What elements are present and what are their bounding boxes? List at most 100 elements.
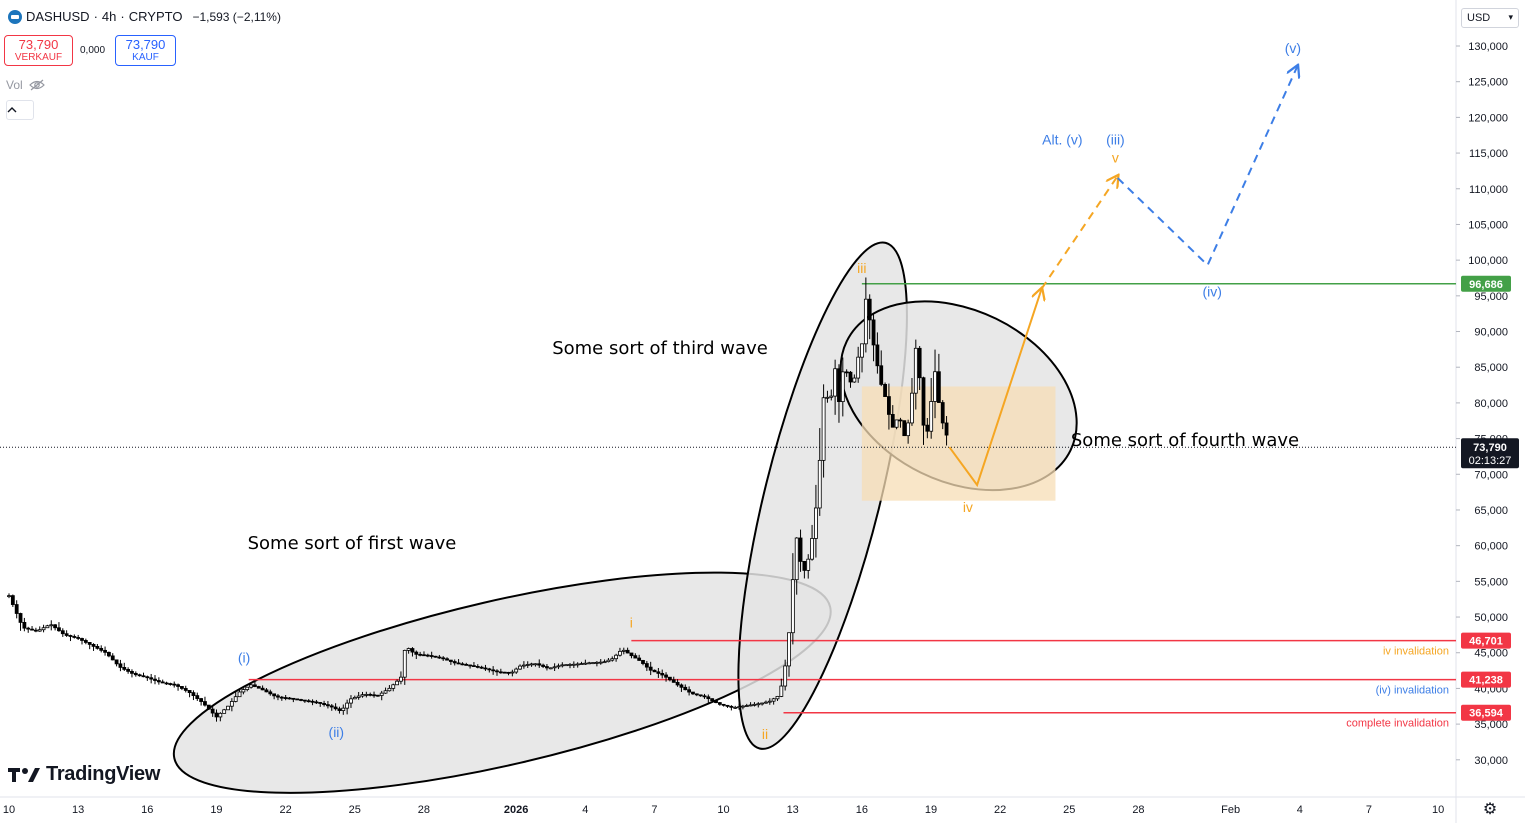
tradingview-logo[interactable]: TradingView: [8, 763, 160, 786]
chevron-up-icon: [7, 107, 17, 113]
candle-body: [287, 697, 292, 700]
x-tick-label: 28: [418, 804, 430, 816]
candle-body: [468, 664, 472, 667]
sell-button[interactable]: 73,790 VERKAUF: [4, 35, 73, 66]
level-price-label: 46,701: [1469, 636, 1503, 648]
level-price-tag: [1461, 632, 1511, 649]
candle-body: [345, 702, 350, 709]
exchange: CRYPTO: [128, 9, 183, 24]
y-tick-label: 55,000: [1474, 576, 1508, 588]
candle-body: [141, 675, 146, 678]
chart-settings-gear-icon[interactable]: ⚙: [1482, 801, 1498, 818]
candle-body: [256, 686, 261, 689]
candle-body: [226, 705, 230, 711]
candle-body: [83, 640, 88, 643]
candle-body: [706, 696, 711, 700]
x-tick-label: 13: [72, 804, 84, 816]
candle-body: [95, 645, 100, 649]
candle-body: [379, 692, 384, 696]
candle-body: [279, 696, 284, 699]
candle-body: [871, 319, 876, 346]
candle-body: [867, 298, 872, 321]
candle-body: [633, 655, 638, 659]
x-tick-label: 4: [1297, 804, 1303, 816]
candle-body: [241, 689, 246, 693]
candle-body: [837, 368, 841, 403]
candle-body: [910, 392, 914, 424]
candle-body: [556, 665, 561, 668]
candle-body: [790, 579, 795, 634]
x-tick-label: 28: [1132, 804, 1144, 816]
candle-body: [425, 654, 430, 657]
candle-body: [302, 699, 307, 702]
volume-indicator[interactable]: Vol: [6, 78, 45, 92]
candle-body: [30, 628, 34, 631]
y-tick-label: 130,000: [1468, 41, 1508, 53]
candle-body: [164, 682, 169, 685]
candle-body: [245, 686, 250, 690]
wave-label: Alt. (v): [1042, 132, 1082, 148]
y-tick-label: 125,000: [1468, 77, 1508, 89]
candle-body: [295, 698, 300, 701]
candle-body: [779, 685, 784, 697]
candle-body: [318, 702, 323, 704]
eye-hidden-icon[interactable]: [28, 79, 45, 91]
candle-body: [510, 671, 515, 674]
candle-body: [671, 679, 676, 683]
buy-button[interactable]: 73,790 KAUF: [115, 35, 176, 66]
candle-body: [314, 701, 319, 704]
candle-body: [579, 663, 584, 665]
interval[interactable]: 4h: [101, 9, 117, 24]
candle-body: [902, 420, 907, 437]
candle-body: [107, 651, 111, 657]
price-change: −1,593 (−2,11%): [192, 9, 281, 24]
y-tick-label: 120,000: [1468, 112, 1508, 124]
candle-body: [80, 638, 84, 641]
candle-body: [199, 698, 204, 702]
currency-selector[interactable]: USD ▾: [1461, 8, 1519, 28]
candle-body: [771, 698, 776, 702]
candle-body: [537, 663, 542, 666]
candle-body: [68, 635, 73, 637]
candle-body: [933, 371, 937, 402]
x-tick-label: 7: [1366, 804, 1372, 816]
candle-body: [210, 708, 215, 714]
candle-body: [149, 677, 154, 680]
symbol-name[interactable]: DASHUSD: [26, 9, 90, 24]
candle-body: [237, 691, 242, 698]
candle-body: [99, 647, 104, 651]
candle-body: [656, 671, 661, 674]
candle-body: [91, 644, 96, 647]
wave-label: (iv): [1202, 284, 1221, 300]
candle-body: [664, 674, 668, 678]
currency-label: USD: [1467, 12, 1491, 24]
y-tick-label: 60,000: [1474, 541, 1508, 553]
candles: [7, 277, 949, 722]
candle-body: [479, 666, 484, 669]
candle-body: [794, 537, 799, 581]
candle-body: [76, 637, 81, 639]
collapse-legend-button[interactable]: [6, 100, 34, 120]
fourth-wave-zone: [861, 386, 1056, 501]
candle-body: [326, 704, 330, 707]
candle-body: [675, 681, 680, 686]
candle-body: [253, 684, 257, 687]
candle-body: [883, 384, 887, 397]
x-tick-label: 10: [717, 804, 729, 816]
candle-body: [229, 701, 234, 707]
candle-body: [268, 691, 273, 695]
candle-body: [341, 707, 346, 711]
level-note: complete invalidation: [1346, 718, 1449, 730]
candle-body: [502, 671, 507, 674]
candle-body: [875, 344, 880, 367]
candle-body: [191, 692, 196, 696]
symbol-header[interactable]: DASHUSD · 4h · CRYPTO −1,593 (−2,11%): [8, 9, 281, 24]
candle-body: [756, 703, 761, 706]
y-tick-label: 110,000: [1469, 184, 1508, 196]
candle-body: [172, 683, 177, 686]
candle-body: [60, 630, 65, 635]
candle-body: [921, 377, 926, 426]
x-tick-label: 22: [279, 804, 291, 816]
